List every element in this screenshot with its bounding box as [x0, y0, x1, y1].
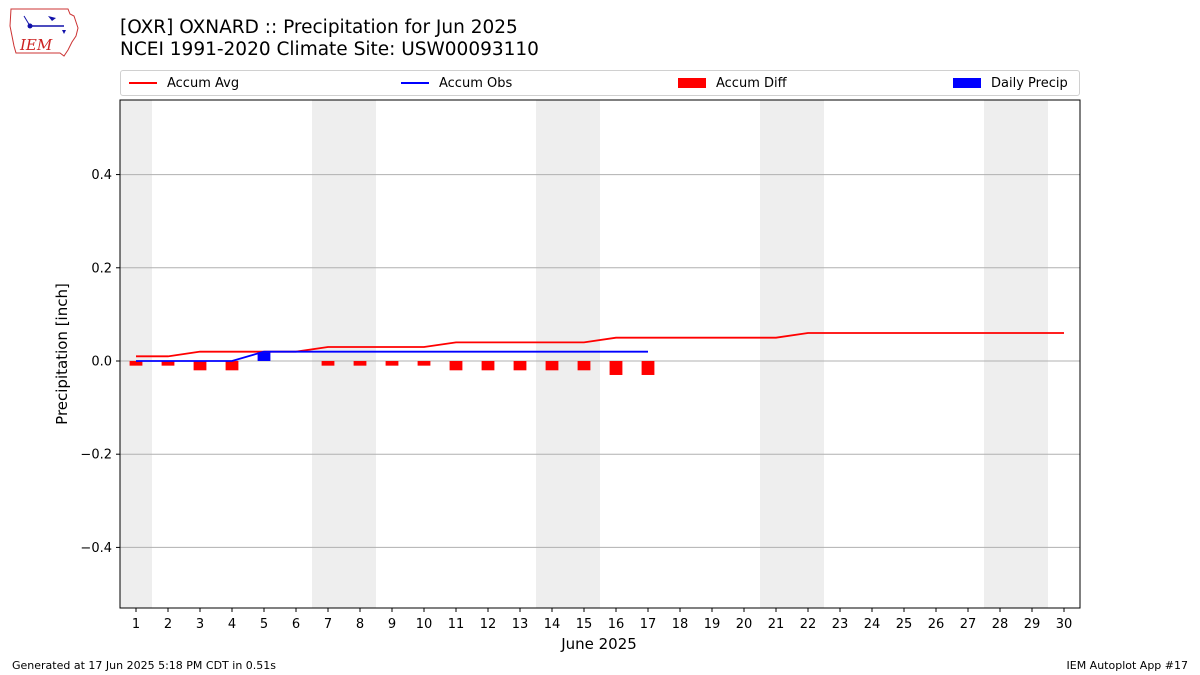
- legend: Accum Avg Accum Obs Accum Diff Daily Pre…: [120, 70, 1080, 96]
- accum-diff-bar-day-9: [385, 360, 399, 366]
- x-tick-label-23: 23: [832, 617, 849, 632]
- x-tick-label-28: 28: [992, 617, 1009, 632]
- accum-diff-bar-day-12: [481, 360, 495, 371]
- y-tick-label-0: −0.4: [80, 541, 112, 556]
- legend-item-daily-precip: Daily Precip: [953, 71, 1068, 95]
- x-tick-label-9: 9: [388, 617, 396, 632]
- bars: [129, 351, 655, 375]
- x-tick-label-30: 30: [1056, 617, 1073, 632]
- y-tick-label-4: 0.4: [91, 168, 112, 183]
- legend-item-accum-obs: Accum Obs: [401, 71, 512, 95]
- accum-diff-bar-day-11: [449, 360, 463, 371]
- x-tick-label-13: 13: [512, 617, 529, 632]
- x-tick-label-11: 11: [448, 617, 465, 632]
- weekend-shading: [120, 100, 1048, 608]
- legend-label-accum-avg: Accum Avg: [167, 75, 240, 91]
- accum-diff-bar-day-15: [577, 360, 591, 371]
- x-tick-label-27: 27: [960, 617, 977, 632]
- accum-diff-bar-day-4: [225, 360, 239, 371]
- footer-app-text: IEM Autoplot App #17: [1066, 659, 1189, 672]
- x-tick-label-6: 6: [292, 617, 300, 632]
- x-tick-label-24: 24: [864, 617, 881, 632]
- x-tick-label-12: 12: [480, 617, 497, 632]
- x-tick-label-7: 7: [324, 617, 332, 632]
- x-tick-label-21: 21: [768, 617, 785, 632]
- lines: [136, 332, 1064, 362]
- y-tick-label-1: −0.2: [80, 448, 112, 463]
- footer-generated-text: Generated at 17 Jun 2025 5:18 PM CDT in …: [12, 659, 277, 672]
- logo-text: IEM: [19, 36, 53, 54]
- legend-label-accum-obs: Accum Obs: [439, 75, 513, 91]
- legend-swatch-daily-precip: [953, 78, 981, 88]
- legend-item-accum-avg: Accum Avg: [129, 71, 239, 95]
- legend-item-accum-diff: Accum Diff: [678, 71, 787, 95]
- accum-diff-bar-day-13: [513, 360, 527, 371]
- plot-frame: [119, 99, 1081, 609]
- accum-diff-bar-day-17: [641, 360, 655, 375]
- weekend-band-2: [536, 100, 600, 608]
- accum-diff-bar-day-1: [129, 360, 143, 366]
- chart-subtitle: NCEI 1991-2020 Climate Site: USW00093110: [120, 39, 539, 60]
- y-tick-label-2: 0.0: [91, 354, 112, 369]
- accum-diff-bar-day-16: [609, 360, 623, 375]
- legend-swatch-accum-obs: [401, 82, 429, 84]
- y-ticks: −0.4 −0.2 0.0 0.2 0.4: [80, 168, 120, 556]
- accum-obs-line: [136, 350, 648, 362]
- x-tick-label-22: 22: [800, 617, 817, 632]
- y-axis-label: Precipitation [inch]: [53, 283, 71, 425]
- x-tick-label-29: 29: [1024, 617, 1041, 632]
- x-tick-label-15: 15: [576, 617, 593, 632]
- weekend-band-3: [760, 100, 824, 608]
- accum-diff-bar-day-8: [353, 360, 367, 366]
- legend-label-accum-diff: Accum Diff: [716, 75, 787, 91]
- x-tick-label-14: 14: [544, 617, 561, 632]
- legend-label-daily-precip: Daily Precip: [991, 75, 1068, 91]
- x-tick-label-26: 26: [928, 617, 945, 632]
- daily-precip-bar-day-5: [257, 351, 271, 361]
- x-tick-label-8: 8: [356, 617, 364, 632]
- x-tick-label-20: 20: [736, 617, 753, 632]
- accum-diff-bar-day-3: [193, 360, 207, 371]
- x-tick-label-1: 1: [132, 617, 140, 632]
- legend-swatch-accum-diff: [678, 78, 706, 88]
- weekend-band-4: [984, 100, 1048, 608]
- x-tick-label-2: 2: [164, 617, 172, 632]
- iem-iowa-logo-icon: IEM: [8, 6, 80, 62]
- x-ticks: 1 2 3 4 5 6 7 8 9 10 11 12 13 14 15 16 17 18 19 20 21 22 23 24 2…: [132, 608, 1072, 632]
- weekend-band-0: [120, 100, 152, 608]
- x-tick-label-4: 4: [228, 617, 236, 632]
- accum-diff-bar-day-7: [321, 360, 335, 366]
- y-tick-label-3: 0.2: [91, 261, 112, 276]
- x-tick-label-19: 19: [704, 617, 721, 632]
- legend-swatch-accum-avg: [129, 82, 157, 84]
- accum-diff-bar-day-14: [545, 360, 559, 371]
- accum-diff-bar-day-2: [161, 360, 175, 366]
- chart-title: [OXR] OXNARD :: Precipitation for Jun 20…: [120, 17, 518, 38]
- y-gridlines: [120, 174, 1080, 548]
- weekend-band-1: [312, 100, 376, 608]
- x-tick-label-3: 3: [196, 617, 204, 632]
- x-tick-label-18: 18: [672, 617, 689, 632]
- x-tick-label-16: 16: [608, 617, 625, 632]
- x-tick-label-10: 10: [416, 617, 433, 632]
- x-tick-label-25: 25: [896, 617, 913, 632]
- x-tick-label-5: 5: [260, 617, 268, 632]
- accum-diff-bar-day-10: [417, 360, 431, 366]
- x-tick-label-17: 17: [640, 617, 657, 632]
- x-axis-label: June 2025: [560, 635, 637, 653]
